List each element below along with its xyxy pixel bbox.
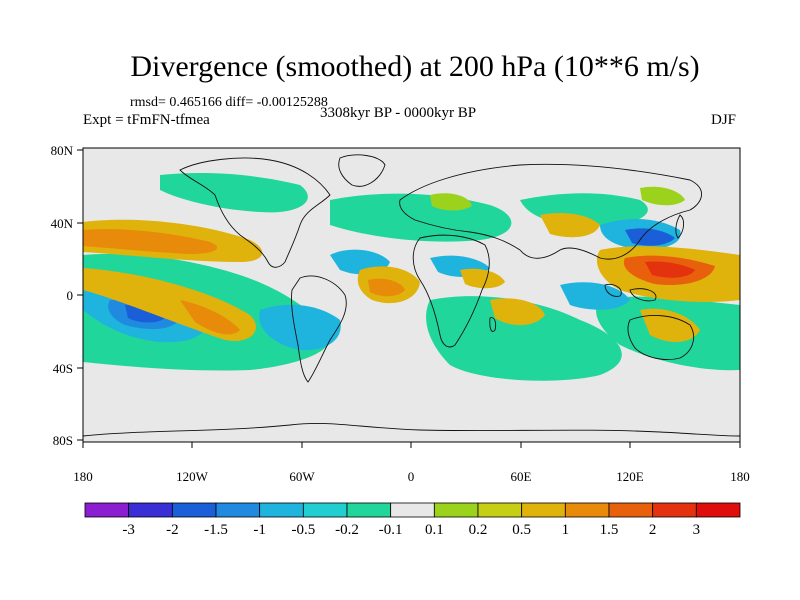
lat-label-40N: 40N [51,216,74,231]
colorbar-label: -0.1 [379,522,403,538]
lat-label-80N: 80N [51,143,74,158]
field-region [540,213,600,238]
colorbar-swatch [128,502,173,518]
coastline [627,315,694,360]
field-region [640,308,700,342]
longitude-axis: 180 120W 60W 0 60E 120E 180 [73,442,750,484]
colorbar-swatch [302,502,348,518]
coastline [489,317,497,332]
coastline [291,275,347,383]
colorbar-label: 1.5 [600,522,619,538]
colorbar-swatch [215,502,261,518]
field-region [460,268,505,289]
colorbar-swatch [695,502,741,518]
experiment-label: Expt = tFmFN-tfmea [83,112,210,128]
colorbar-label: 1 [562,522,570,538]
colorbar-swatch [346,502,392,518]
colorbar-swatch [84,502,130,518]
colorbar-label: -0.2 [335,522,359,538]
field-region [645,261,695,278]
coastline [179,157,331,268]
field-region [259,304,341,351]
lon-label-0: 0 [408,469,415,484]
lat-label-0: 0 [67,288,74,303]
lon-label-180e: 180 [730,469,750,484]
field-region [490,298,545,326]
colorbar-label: -1 [253,522,266,538]
field-region [180,300,240,335]
lon-label-120w: 120W [176,469,209,484]
map-title: Divergence (smoothed) at 200 hPa (10**6 … [130,50,700,83]
colorbar-swatch [521,502,566,518]
field-region [640,186,685,206]
colorbar-swatch [390,502,435,518]
field-region [426,296,622,381]
field-region [125,304,165,323]
lon-label-120e: 120E [616,469,644,484]
coastline [629,288,657,302]
colorbar-label: 3 [693,522,701,538]
colorbar-label: 2 [649,522,657,538]
field-region [430,193,472,211]
colorbar-swatch [171,502,217,518]
latitude-axis: 80N 40N 0 40S 80S [51,143,83,448]
colorbar-swatch [652,502,697,518]
lon-label-60e: 60E [511,469,532,484]
field-region [625,228,675,246]
colorbar-label: -0.5 [291,522,315,538]
field-region [560,282,630,310]
field-region [83,229,218,254]
coastline [675,214,685,239]
season-label: DJF [711,112,737,128]
lon-label-60w: 60W [289,469,315,484]
field-region [368,278,405,297]
coastlines [83,154,740,437]
coastline [604,283,622,297]
colorbar-swatch [477,502,523,518]
colorbar-label: -1.5 [204,522,228,538]
coastline [412,234,490,348]
field-region [160,173,308,213]
colorbar-swatch [259,502,304,518]
coastline [399,163,702,260]
colorbar-label: 0.2 [469,522,488,538]
colorbar-swatch [433,502,479,518]
lat-label-80S: 80S [53,433,73,448]
stats-text: rmsd= 0.465166 diff= -0.00125288 [130,95,328,110]
colorbar-label: 0.1 [425,522,444,538]
colorbar-label: 0.5 [512,522,531,538]
colorbar-label: -3 [122,522,135,538]
colorbar-swatch [564,502,610,518]
lon-label-180w: 180 [73,469,93,484]
period-label: 3308kyr BP - 0000kyr BP [320,105,477,121]
lat-label-40S: 40S [53,361,73,376]
colorbar-swatch [608,502,654,518]
colorbar: -3 -2 -1.5 -1 -0.5 -0.2 -0.1 0.1 0.2 0.5 1 1.5 2 3 [84,502,741,538]
colorbar-label: -2 [166,522,179,538]
coastline [338,154,386,187]
coastline [83,422,740,437]
divergence-field [83,148,740,442]
